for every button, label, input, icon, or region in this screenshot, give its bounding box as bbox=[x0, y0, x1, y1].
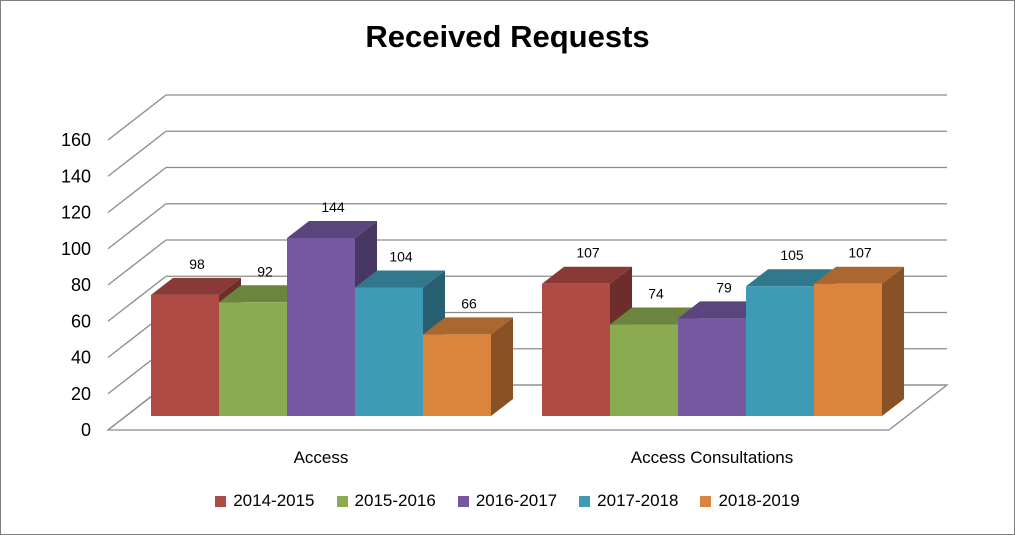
bar-top bbox=[678, 301, 768, 319]
data-label: 107 bbox=[576, 245, 600, 261]
data-label: 92 bbox=[257, 263, 273, 279]
legend-swatch bbox=[700, 495, 712, 507]
bar-top bbox=[355, 270, 445, 288]
legend-item: 2018-2019 bbox=[700, 491, 800, 511]
bar-top bbox=[219, 285, 309, 303]
gridline-side bbox=[107, 166, 167, 214]
gridline-side bbox=[107, 130, 167, 177]
data-label: 144 bbox=[321, 199, 345, 215]
data-label: 79 bbox=[716, 279, 732, 295]
bar bbox=[610, 324, 678, 416]
floor bbox=[106, 384, 949, 431]
data-label: 98 bbox=[189, 256, 205, 272]
bar-top bbox=[542, 266, 632, 284]
legend-item: 2016-2017 bbox=[457, 491, 558, 511]
legend-swatch bbox=[215, 495, 227, 507]
bar-side bbox=[491, 317, 513, 416]
data-label: 74 bbox=[648, 286, 664, 302]
data-label: 66 bbox=[461, 295, 477, 311]
y-tick-label: 60 bbox=[71, 311, 91, 331]
y-tick-label: 0 bbox=[81, 420, 91, 440]
legend-item: 2015-2016 bbox=[336, 491, 436, 511]
gridline-side bbox=[107, 275, 167, 322]
legend-swatch bbox=[579, 495, 591, 507]
legend-swatch bbox=[457, 495, 469, 507]
legend-label: 2017-2018 bbox=[597, 491, 679, 510]
bar bbox=[814, 283, 882, 416]
legend-label: 2014-2015 bbox=[233, 491, 315, 510]
legend-item: 2014-2015 bbox=[215, 491, 315, 511]
gridline-side bbox=[107, 94, 167, 141]
bar-top bbox=[610, 307, 700, 325]
chart-title: Received Requests bbox=[365, 19, 650, 54]
data-label: 104 bbox=[389, 248, 413, 264]
y-tick-label: 100 bbox=[61, 239, 91, 259]
legend-label: 2016-2017 bbox=[475, 491, 558, 510]
bar bbox=[678, 318, 746, 416]
y-tick-label: 160 bbox=[61, 130, 91, 150]
y-tick-label: 20 bbox=[71, 384, 91, 404]
bar bbox=[219, 302, 287, 416]
bar bbox=[355, 287, 423, 416]
x-category-label: Access Consultations bbox=[631, 448, 794, 467]
data-label: 107 bbox=[848, 245, 872, 261]
bar bbox=[287, 238, 355, 416]
bar-top bbox=[151, 277, 241, 295]
legend-swatch bbox=[336, 495, 348, 507]
legend-label: 2018-2019 bbox=[718, 491, 800, 510]
y-tick-label: 40 bbox=[71, 348, 91, 368]
data-label: 105 bbox=[780, 247, 804, 263]
bar-top bbox=[423, 317, 513, 335]
bar-top bbox=[814, 266, 904, 284]
legend: 2014-2015 2015-2016 2016-2017 2017-2018 2018… bbox=[1, 491, 1014, 511]
bar bbox=[746, 286, 814, 416]
bar-top bbox=[746, 269, 836, 287]
bar bbox=[151, 294, 219, 416]
y-tick-label: 80 bbox=[71, 275, 91, 295]
legend-item: 2017-2018 bbox=[579, 491, 678, 511]
y-tick-label: 120 bbox=[61, 203, 91, 223]
y-tick-label: 140 bbox=[61, 166, 91, 186]
bar bbox=[542, 283, 610, 416]
x-category-label: Access bbox=[294, 448, 349, 467]
bar bbox=[423, 334, 491, 416]
legend-label: 2015-2016 bbox=[354, 491, 436, 510]
gridline-side bbox=[107, 239, 167, 286]
bar-top bbox=[287, 221, 377, 239]
bar-side bbox=[882, 266, 904, 416]
gridline-side bbox=[107, 203, 167, 250]
